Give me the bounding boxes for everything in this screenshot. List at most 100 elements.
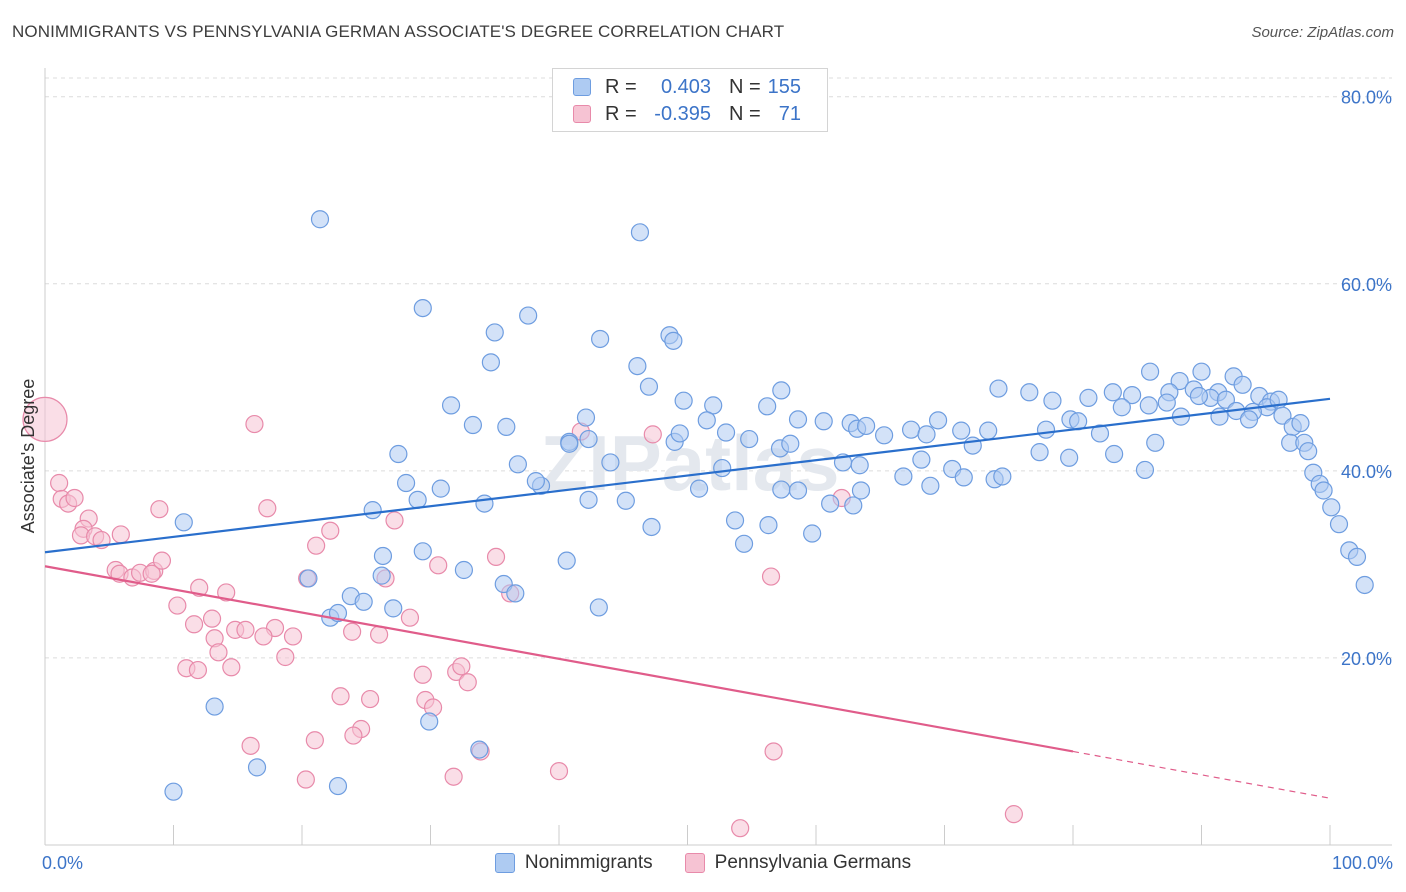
data-point	[454, 560, 474, 580]
data-point	[803, 524, 822, 543]
data-point	[22, 396, 68, 443]
data-point	[579, 429, 598, 449]
data-point	[497, 417, 516, 436]
data-point	[1347, 547, 1367, 567]
data-point	[1192, 362, 1211, 381]
data-point	[296, 770, 315, 789]
data-point	[1112, 398, 1131, 417]
data-point	[664, 331, 683, 350]
n-value: 155	[767, 75, 801, 98]
data-point	[772, 381, 791, 400]
data-point	[373, 546, 393, 566]
data-point	[1273, 406, 1292, 425]
data-point	[670, 424, 689, 443]
r-label: R =	[605, 75, 637, 98]
n-label: N =	[729, 102, 761, 125]
data-point	[420, 712, 439, 731]
data-point	[963, 436, 982, 455]
data-point	[202, 609, 222, 628]
data-point	[408, 490, 427, 509]
data-point	[716, 423, 736, 442]
legend-item-nonimmigrants[interactable]: Nonimmigrants	[494, 852, 653, 874]
data-point	[579, 490, 598, 509]
data-point	[343, 622, 362, 641]
legend-item-pennsylvania-germans[interactable]: Pennsylvania Germans	[684, 852, 912, 874]
x-tick-label: 0.0%	[42, 853, 83, 873]
data-point	[639, 377, 659, 396]
data-point	[152, 551, 172, 570]
data-point	[429, 556, 448, 575]
data-point	[1079, 388, 1098, 407]
data-point	[764, 742, 783, 761]
legend-label: Pennsylvania Germans	[714, 852, 912, 873]
data-point	[452, 657, 471, 676]
data-point	[441, 396, 461, 415]
n-value: 71	[778, 102, 801, 125]
data-point	[713, 458, 732, 478]
data-point	[363, 501, 382, 520]
data-point	[305, 731, 324, 750]
data-point	[1020, 383, 1039, 402]
data-point	[901, 420, 921, 439]
data-point	[761, 567, 781, 586]
y-tick-label: 80.0%	[1341, 88, 1392, 108]
data-point	[557, 551, 576, 570]
data-point	[759, 516, 778, 535]
data-point	[989, 379, 1008, 398]
data-point	[463, 415, 483, 435]
data-point	[1139, 396, 1158, 415]
data-point	[1299, 442, 1318, 461]
data-point	[50, 473, 69, 493]
data-point	[844, 496, 863, 515]
data-point	[111, 525, 130, 544]
data-point	[519, 306, 538, 325]
data-point	[549, 762, 569, 781]
data-point	[142, 564, 161, 583]
data-point	[814, 412, 833, 431]
data-point	[481, 353, 500, 372]
data-point	[384, 599, 403, 618]
data-point	[1105, 444, 1124, 464]
data-point	[1314, 481, 1333, 500]
data-point	[954, 468, 973, 487]
data-point	[205, 697, 224, 716]
data-point	[508, 455, 527, 474]
data-point	[1170, 371, 1189, 391]
data-point	[1090, 424, 1110, 443]
data-point	[184, 615, 204, 634]
data-point	[283, 627, 303, 646]
data-point	[217, 583, 236, 602]
data-point	[164, 782, 183, 801]
data-point	[1291, 414, 1310, 433]
data-point	[851, 481, 871, 500]
data-point	[725, 511, 745, 530]
data-point	[385, 511, 404, 530]
x-tick-label: 100.0%	[1332, 853, 1393, 873]
data-point	[241, 736, 260, 755]
trend-line-nonimmigrants	[44, 397, 1331, 554]
data-point	[361, 689, 380, 709]
data-point	[952, 421, 971, 440]
data-point	[875, 426, 894, 445]
chart-title: NONIMMIGRANTS VS PENNSYLVANIA GERMAN ASS…	[12, 22, 785, 41]
data-point	[894, 467, 913, 486]
data-point	[1103, 383, 1122, 402]
data-point	[168, 596, 187, 615]
data-point	[1060, 448, 1079, 467]
r-value: 0.403	[660, 75, 711, 98]
data-point	[331, 687, 350, 706]
data-point	[328, 776, 348, 796]
data-point	[470, 740, 489, 759]
pink-swatch	[684, 853, 705, 873]
data-point	[1322, 498, 1341, 517]
data-point	[1043, 391, 1062, 410]
data-point	[1189, 386, 1209, 406]
legend-row-nonimmigrants: R = 0.403 N = 155	[573, 73, 801, 101]
data-point	[310, 210, 330, 229]
data-point	[1004, 805, 1023, 824]
data-point	[485, 323, 504, 342]
data-point	[734, 534, 754, 553]
data-point	[1329, 515, 1349, 534]
data-point	[740, 429, 759, 449]
